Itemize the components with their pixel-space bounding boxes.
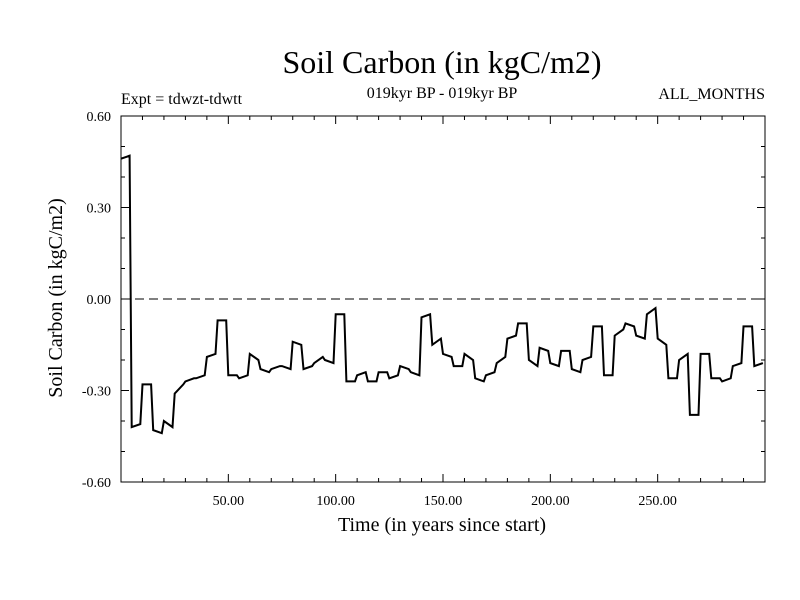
x-tick-label: 200.00 [531,494,570,509]
chart-title: Soil Carbon (in kgC/m2) [282,44,601,80]
y-tick-label: -0.30 [82,385,111,400]
y-axis-label: Soil Carbon (in kgC/m2) [45,198,67,397]
x-tick-label: 100.00 [316,494,355,509]
y-tick-label: -0.60 [82,476,111,491]
axis-ticks [121,116,765,482]
x-tick-label: 250.00 [638,494,677,509]
y-tick-label: 0.60 [87,110,112,125]
experiment-note: Expt = tdwzt-tdwtt [121,91,243,108]
plot-frame [120,115,766,483]
x-tick-label: 50.00 [213,494,245,509]
x-axis-label: Time (in years since start) [338,514,546,536]
months-note: ALL_MONTHS [658,86,765,103]
y-tick-label: 0.00 [87,293,112,308]
x-tick-label: 150.00 [424,494,463,509]
chart-subtitle: 019kyr BP - 019kyr BP [367,85,518,102]
axis-tick-labels: 50.00 100.00 150.00 200.00 250.00 -0.60 -0.30 0… [82,110,677,509]
y-tick-label: 0.30 [87,202,112,217]
series-line [120,154,764,435]
